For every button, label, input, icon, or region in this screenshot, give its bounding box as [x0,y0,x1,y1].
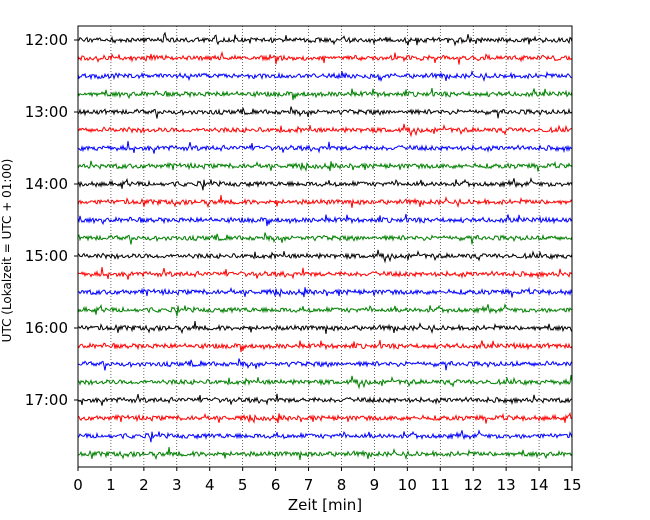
y-tick-label: 15:00 [25,247,68,265]
seismic-trace [77,393,573,406]
seismic-trace [77,339,573,353]
y-tick-label: 12:00 [25,31,68,49]
seismic-trace [77,286,573,298]
x-tick-label: 6 [271,476,281,494]
x-tick-label: 9 [370,476,380,494]
seismic-trace [77,195,573,209]
seismic-trace [77,31,573,47]
seismic-trace [77,106,573,119]
y-axis-label: UTC (Lokalzeit = UTC + 01:00) [0,159,14,343]
y-axis: 12:00 13:00 14:00 15:00 16:00 17:00 [25,31,78,409]
seismic-trace [77,249,573,264]
seismic-trace [77,375,573,390]
x-tick-label: 2 [139,476,149,494]
seismic-trace [77,267,573,280]
seismic-trace [77,69,573,83]
x-tick-label: 1 [106,476,116,494]
x-tick-label: 12 [464,476,483,494]
x-tick-label: 11 [431,476,450,494]
y-tick-label: 16:00 [25,319,68,337]
x-tick-label: 13 [497,476,516,494]
y-tick-label: 17:00 [25,391,68,409]
seismic-trace [77,321,573,335]
seismic-trace [77,429,573,443]
seismic-trace [77,213,573,227]
plot-frame [77,25,573,468]
seismic-trace [77,303,573,317]
x-axis: 0 1 2 3 4 5 6 7 8 9 10 11 12 13 14 15 [73,467,582,494]
seismic-trace [77,87,573,101]
x-tick-label: 10 [398,476,417,494]
seismic-trace [77,447,573,461]
trace-group [77,31,573,461]
seismic-trace [77,177,573,191]
x-tick-label: 15 [562,476,581,494]
x-tick-label: 14 [530,476,549,494]
x-tick-label: 0 [73,476,83,494]
y-tick-label: 13:00 [25,103,68,121]
seismic-trace [77,160,573,172]
seismic-trace [77,232,573,245]
x-tick-label: 3 [172,476,182,494]
seismic-trace [77,141,573,154]
seismic-trace [77,411,573,424]
x-tick-label: 5 [238,476,248,494]
y-tick-label: 14:00 [25,175,68,193]
x-tick-label: 8 [337,476,347,494]
seismic-trace [77,50,573,65]
x-axis-label: Zeit [min] [288,496,362,514]
x-tick-label: 7 [304,476,314,494]
seismic-trace [77,358,573,371]
seismic-trace [77,123,573,138]
x-tick-label: 4 [205,476,215,494]
